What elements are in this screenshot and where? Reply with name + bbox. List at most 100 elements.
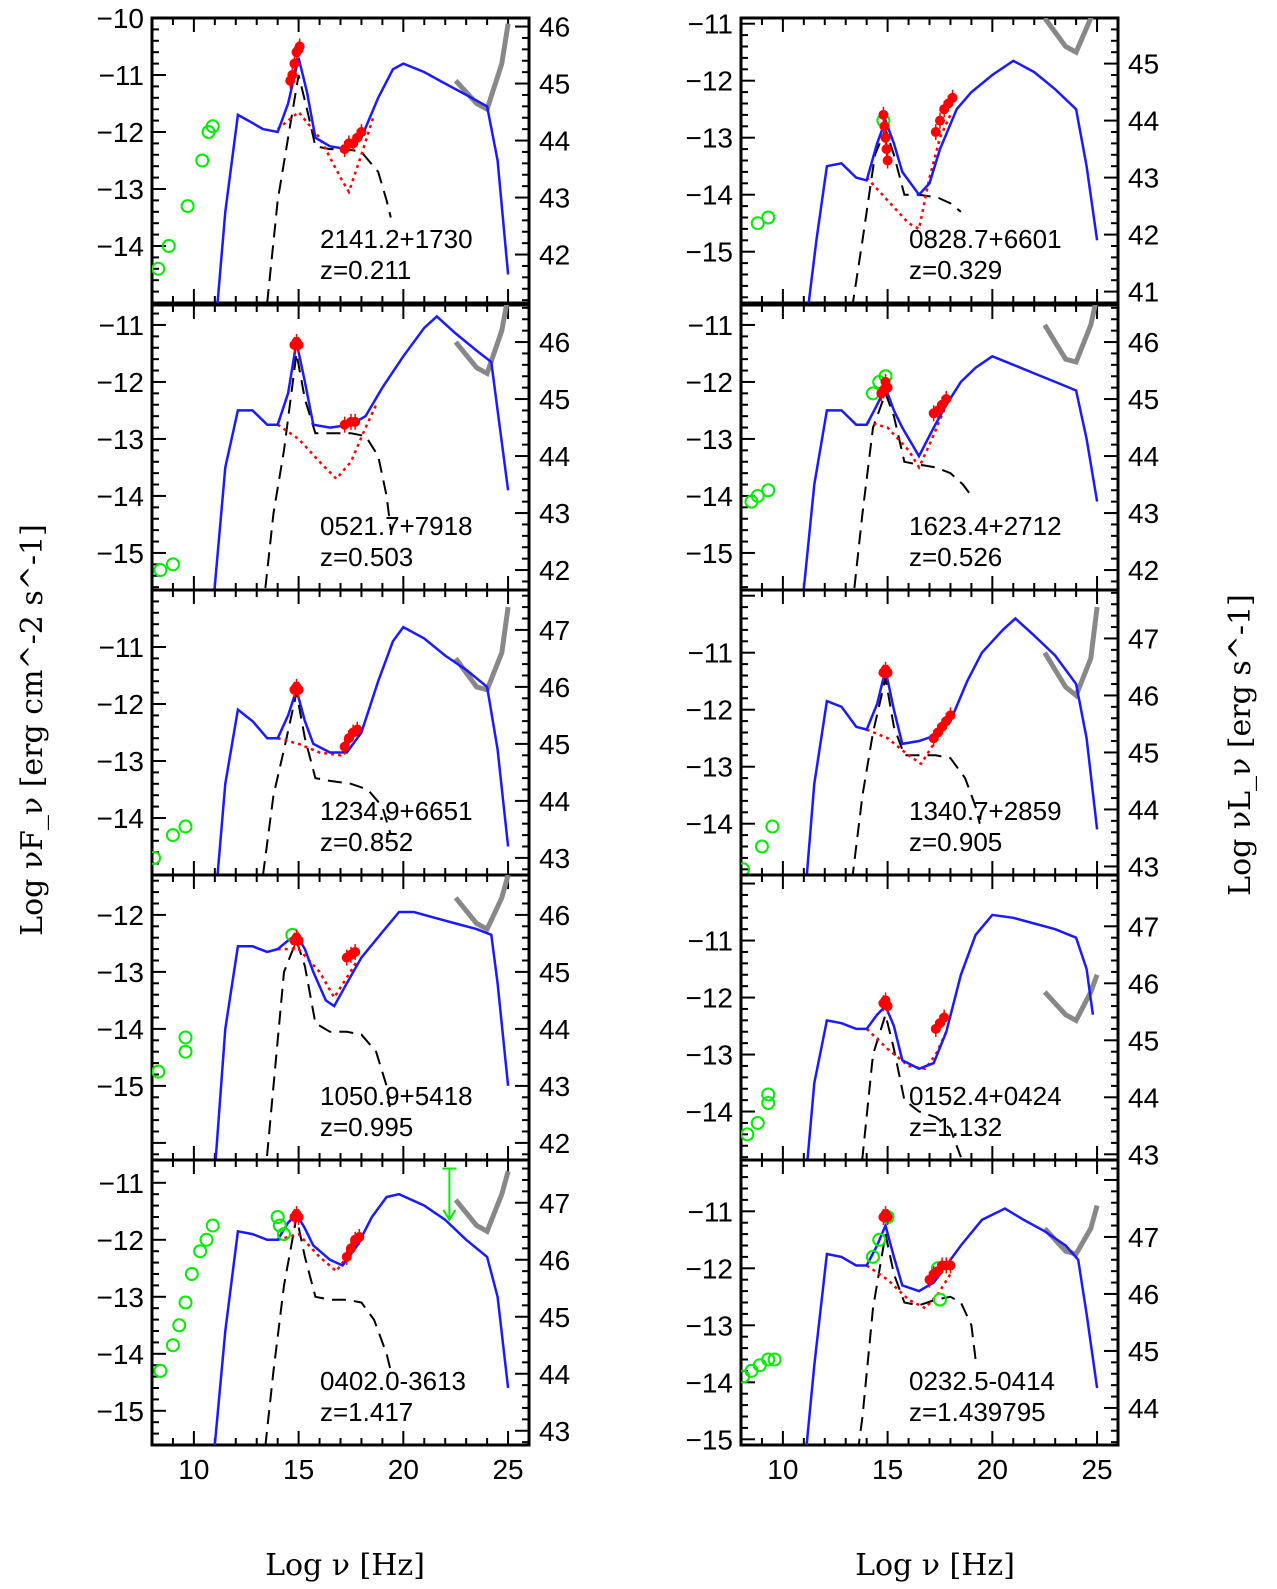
archival-point — [741, 1127, 755, 1142]
y-right-tick-label: 43 — [539, 1416, 570, 1447]
y-right-tick-label: 43 — [539, 183, 570, 214]
source-name: 2141.2+1730 — [320, 224, 473, 254]
x-tick-label: 10 — [178, 1454, 209, 1485]
y-right-tick-label: 45 — [539, 729, 570, 760]
y-tick-label: −12 — [97, 117, 145, 148]
panel-plot-area — [750, 18, 1099, 303]
y-tick-label: −15 — [686, 1424, 734, 1455]
sed-panel: 10 15 20 25 −11 −12 −13 −14 −15 47 46 45 44 43 0402.0-… — [97, 1158, 570, 1485]
archival-point — [761, 483, 776, 498]
archival-point — [178, 1295, 193, 1310]
y-right-tick-label: 44 — [539, 1014, 570, 1045]
y-right-tick-label: 44 — [539, 441, 570, 472]
total-model-curve — [806, 913, 1095, 1160]
data-point — [293, 339, 304, 350]
upper-limit-arrowhead — [442, 1209, 457, 1222]
archival-point — [178, 1030, 193, 1045]
sed-panel: 10 15 20 25 −11 −12 −13 −14 −15 47 46 45 44 0232.5-04… — [686, 1158, 1159, 1485]
data-point — [356, 127, 367, 137]
data-point — [941, 394, 952, 405]
y-right-tick-label: 45 — [539, 1302, 570, 1333]
y-right-tick-label: 45 — [1128, 1336, 1159, 1367]
archival-point — [754, 839, 769, 854]
jet-component-curve — [276, 110, 376, 195]
archival-point — [270, 1210, 285, 1224]
archival-point — [152, 850, 162, 865]
sensitivity-curve — [1042, 606, 1100, 700]
y-tick-label: −13 — [97, 1282, 145, 1313]
archival-point — [205, 119, 220, 134]
data-point — [945, 710, 956, 721]
archival-point — [165, 1338, 180, 1353]
y-right-tick-label: 46 — [539, 900, 570, 931]
sensitivity-curve — [1042, 18, 1094, 56]
x-tick-label: 25 — [492, 1454, 523, 1485]
panel-plot-area — [741, 606, 1100, 875]
x-tick-label: 20 — [977, 1454, 1008, 1485]
panel-plot-area — [153, 1167, 511, 1445]
y-right-tick-label: 45 — [539, 384, 570, 415]
source-redshift: z=1.417 — [320, 1397, 413, 1427]
y-right-tick-label: 47 — [1128, 1222, 1159, 1253]
data-point — [882, 382, 893, 393]
sed-panel: −10 −11 −12 −13 −14 46 45 44 43 42 2141.2+1730z=0.… — [97, 3, 570, 305]
y-tick-label: −12 — [97, 367, 145, 398]
panel-plot-area — [741, 913, 1100, 1160]
sensitivity-curve — [453, 875, 511, 933]
data-point — [947, 92, 958, 103]
archival-point — [272, 1218, 287, 1233]
y-tick-label: −14 — [97, 803, 145, 834]
y-right-tick-label: 42 — [539, 240, 570, 271]
data-point — [354, 1231, 365, 1242]
y-tick-label: −12 — [686, 1253, 734, 1284]
data-point — [939, 1012, 950, 1023]
data-point — [878, 109, 889, 120]
y-right-tick-label: 45 — [1128, 384, 1159, 415]
y-tick-label: −11 — [688, 9, 733, 40]
y-right-tick-label: 47 — [1128, 911, 1159, 942]
y-right-tick-label: 43 — [1128, 163, 1159, 194]
y-tick-label: −10 — [97, 3, 145, 34]
y-tick-label: −12 — [686, 983, 734, 1014]
y-right-tick-label: 46 — [539, 672, 570, 703]
y-tick-label: −14 — [97, 231, 145, 262]
source-redshift: z=0.329 — [909, 255, 1002, 285]
jet-component-curve — [865, 114, 952, 231]
archival-point — [765, 819, 780, 834]
y-tick-label: −13 — [686, 424, 734, 455]
disc-component-curve — [265, 937, 392, 1160]
jet-component-curve — [865, 1264, 952, 1310]
y-right-tick-label: 44 — [539, 126, 570, 157]
y-right-tick-label: 47 — [539, 1188, 570, 1219]
y-tick-label: −11 — [99, 1168, 144, 1199]
total-model-curve — [807, 59, 1099, 303]
x-tick-label: 15 — [872, 1454, 903, 1485]
y-right-tick-label: 45 — [539, 69, 570, 100]
y-right-tick-label: 46 — [539, 1245, 570, 1276]
archival-point — [761, 1087, 776, 1102]
y-tick-label: −13 — [686, 1310, 734, 1341]
archival-point — [761, 1352, 776, 1367]
source-redshift: z=0.905 — [909, 827, 1002, 857]
data-point — [882, 155, 893, 166]
y-tick-label: −12 — [686, 695, 734, 726]
y-right-tick-label: 42 — [1128, 220, 1159, 251]
source-redshift: z=1.439795 — [909, 1397, 1046, 1427]
y-tick-label: −15 — [686, 237, 734, 268]
y-right-tick-label: 43 — [539, 843, 570, 874]
total-model-curve — [805, 1207, 1099, 1445]
y-tick-label: −11 — [99, 60, 144, 91]
source-name: 1623.4+2712 — [909, 511, 1062, 541]
source-redshift: z=0.211 — [320, 255, 411, 285]
y-axis-label-left: Log νF_ν [erg cm^-2 s^-1] — [15, 524, 50, 936]
y-right-tick-label: 44 — [1128, 106, 1159, 137]
data-point — [934, 115, 945, 126]
y-right-tick-label: 46 — [539, 327, 570, 358]
y-tick-label: −13 — [97, 174, 145, 205]
sed-panel: −11 −12 −13 −14 −15 46 45 44 43 42 0521.7+7918z=0.… — [97, 303, 570, 592]
x-tick-label: 20 — [388, 1454, 419, 1485]
y-tick-label: −15 — [97, 1396, 145, 1427]
disc-component-curve — [851, 678, 981, 875]
